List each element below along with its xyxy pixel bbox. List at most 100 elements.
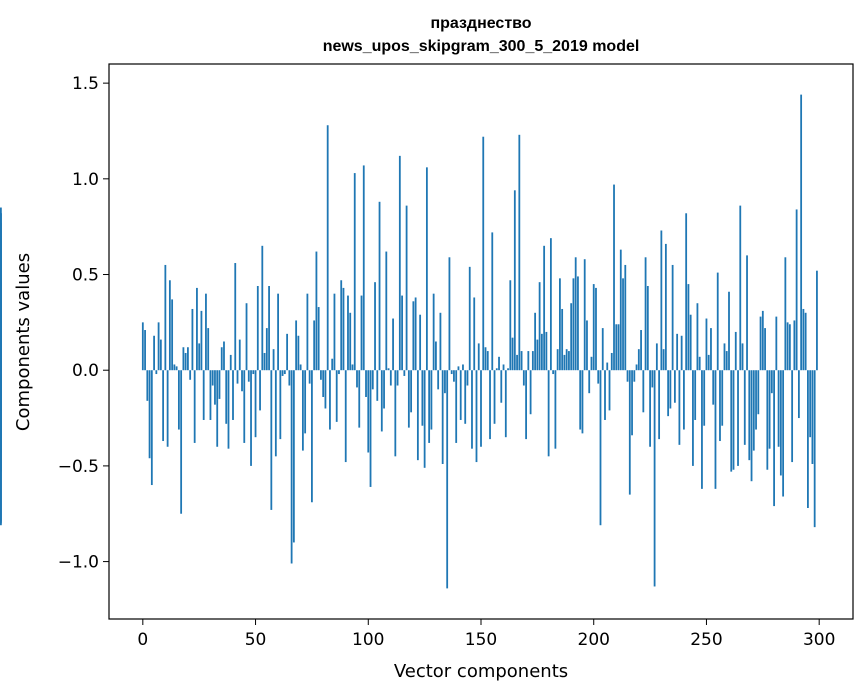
bar-187	[563, 354, 566, 371]
bar-134	[444, 370, 446, 394]
x-axis-label: Vector components	[394, 661, 568, 682]
bar-1	[144, 330, 146, 371]
chart-title-line2: news_upos_skipgram_300_5_2019 model	[323, 38, 640, 55]
bar-137	[450, 370, 453, 375]
bar-161	[504, 370, 507, 438]
bar-undefined	[0, 370, 2, 524]
bar-257	[721, 370, 724, 426]
bar-14	[173, 364, 176, 371]
bar-53	[261, 245, 264, 371]
bar-136	[448, 257, 451, 371]
bar-117	[405, 205, 408, 371]
bar-194	[579, 370, 582, 430]
bar-255	[716, 272, 719, 371]
bar-5	[153, 335, 155, 371]
y-tick-label: 0.0	[72, 361, 99, 381]
bar-94	[353, 173, 356, 371]
bar-201	[595, 287, 597, 371]
bar-68	[295, 320, 298, 371]
bar-33	[216, 370, 219, 447]
bar-89	[342, 287, 345, 371]
bar-157	[495, 368, 498, 371]
bar-229	[658, 370, 661, 440]
bar-270	[750, 370, 753, 482]
bar-115	[401, 295, 403, 371]
bar-127	[428, 370, 431, 443]
bar-51	[256, 286, 259, 371]
bar-74	[308, 370, 311, 384]
bar-236	[673, 370, 676, 403]
bar-145	[468, 266, 471, 371]
bar-225	[649, 370, 651, 447]
bar-266	[741, 343, 744, 371]
bar-143	[464, 370, 467, 424]
bar-38	[227, 370, 230, 449]
bar-234	[669, 370, 672, 409]
bar-181	[549, 238, 552, 371]
bar-195	[581, 370, 584, 434]
bar-288	[791, 370, 794, 463]
bar-245	[694, 370, 697, 420]
bar-233	[667, 370, 670, 417]
bar-58	[272, 349, 275, 371]
bar-34	[218, 370, 221, 399]
bar-102	[371, 370, 374, 390]
bar-243	[689, 314, 692, 371]
bar-149	[477, 343, 480, 371]
bar-260	[728, 291, 730, 371]
bar-263	[734, 331, 737, 371]
x-tick-label: 150	[465, 630, 497, 650]
bar-20	[187, 347, 189, 371]
bar-121	[414, 297, 417, 371]
bar-249	[703, 370, 706, 426]
bar-79	[320, 370, 322, 380]
bar-87	[338, 370, 340, 375]
bar-128	[430, 370, 433, 430]
bar-235	[671, 264, 674, 371]
x-axis-ticks: 0 50 100 150 200 250 300	[137, 619, 835, 650]
bar-17	[180, 370, 183, 514]
bar-43	[238, 339, 241, 371]
bar-163	[509, 280, 512, 371]
bar-175	[536, 339, 539, 371]
bar-154	[489, 370, 491, 440]
bar-55	[265, 328, 268, 371]
bar-11	[166, 370, 169, 447]
bar-164	[511, 337, 514, 371]
bar-123	[419, 314, 422, 371]
bar-undefined	[0, 308, 2, 371]
bar-103	[374, 282, 376, 371]
bar-151	[482, 136, 485, 371]
bar-111	[392, 318, 394, 371]
bar-294	[804, 312, 807, 371]
bar-261	[730, 370, 733, 472]
bar-228	[655, 343, 658, 371]
bar-124	[421, 370, 424, 426]
bar-13	[171, 299, 174, 371]
bar-67	[292, 370, 295, 543]
bar-135	[446, 370, 449, 589]
bar-180	[547, 370, 550, 457]
bar-280	[773, 370, 775, 507]
bar-26	[200, 310, 203, 371]
x-tick-label: 50	[245, 630, 267, 650]
bar-62	[281, 370, 284, 376]
bar-9	[162, 370, 165, 442]
bar-196	[583, 259, 586, 371]
bar-182	[552, 370, 555, 375]
bar-69	[297, 335, 300, 371]
bar-251	[707, 354, 710, 371]
bar-239	[680, 335, 683, 371]
bar-12	[168, 280, 171, 371]
bar-210	[615, 324, 618, 371]
bar-171	[527, 351, 530, 371]
bar-215	[626, 370, 629, 382]
bar-183	[554, 370, 557, 449]
bar-254	[714, 370, 717, 489]
bar-107	[383, 370, 385, 409]
bar-272	[755, 370, 757, 430]
bar-56	[268, 286, 270, 371]
bar-49	[252, 370, 255, 375]
bar-178	[543, 245, 546, 371]
bar-52	[259, 370, 261, 411]
